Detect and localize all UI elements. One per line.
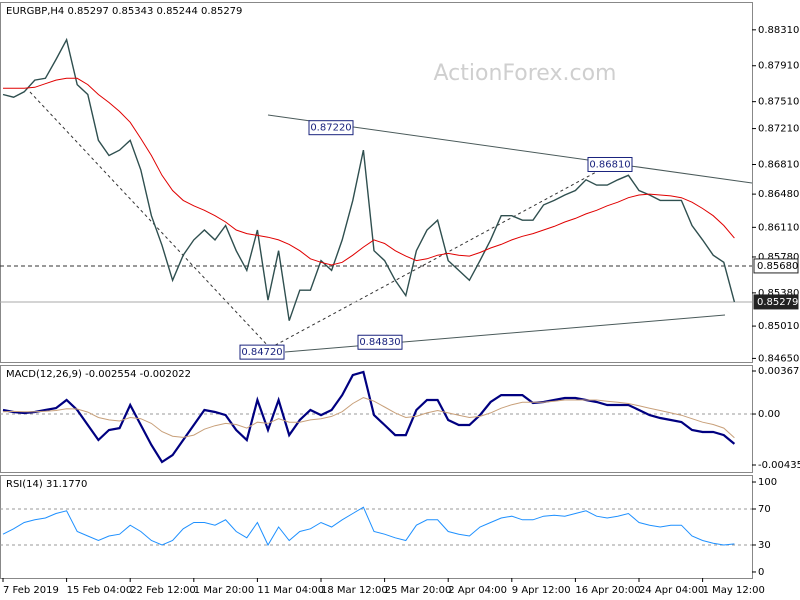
annotation-box — [587, 156, 633, 172]
x-tick-label: 22 Feb 12:00 — [130, 585, 196, 596]
y-tick-label: 0.003678 — [758, 366, 800, 377]
panel-frame — [0, 365, 753, 473]
panel-title: RSI(14) 31.1770 — [6, 479, 87, 490]
annotation-label: 0.87220 — [310, 123, 351, 134]
y-tick-label: 0.87910 — [758, 61, 799, 72]
annotation-box — [357, 334, 403, 350]
y-tick-label: 0.86810 — [758, 159, 799, 170]
annotation-label: 0.86810 — [589, 159, 630, 170]
annotation-label: 0.84830 — [359, 337, 400, 348]
series-line — [3, 77, 735, 266]
price-label-box — [753, 258, 799, 274]
x-tick-label: 25 Mar 20:00 — [385, 585, 452, 596]
x-tick-label: 7 Feb 2019 — [3, 585, 59, 596]
fib-line — [269, 169, 601, 349]
y-tick-label: 0.85780 — [758, 252, 799, 263]
series-line — [2, 37, 736, 321]
y-tick-label: 0.87210 — [758, 124, 799, 135]
y-tick-label: 0.85380 — [758, 288, 799, 299]
x-tick-label: 24 Apr 04:00 — [639, 585, 704, 596]
x-tick-label: 16 Apr 20:00 — [575, 585, 640, 596]
y-tick-label: 70 — [758, 504, 771, 515]
x-tick-label: 9 Apr 12:00 — [512, 585, 571, 596]
annotation-box — [308, 120, 354, 136]
x-tick-label: 1 May 12:00 — [703, 585, 765, 596]
annotation-label: 0.84720 — [241, 347, 282, 358]
y-tick-label: 0.84650 — [758, 353, 799, 364]
x-tick-label: 2 Apr 04:00 — [448, 585, 507, 596]
x-tick-label: 15 Feb 04:00 — [67, 585, 133, 596]
panel-frame — [0, 475, 753, 579]
x-tick-label: 11 Mar 04:00 — [257, 585, 324, 596]
y-tick-label: 0.85010 — [758, 321, 799, 332]
y-tick-label: 0.87510 — [758, 97, 799, 108]
annotation-box — [239, 344, 285, 360]
series-line — [2, 370, 736, 464]
price-label-box — [753, 294, 799, 310]
x-tick-label: 18 Mar 12:00 — [321, 585, 388, 596]
y-tick-label: 30 — [758, 540, 771, 551]
panel-title: MACD(12,26,9) -0.002554 -0.002022 — [6, 369, 191, 380]
price-label: 0.85279 — [757, 297, 798, 308]
price-label: 0.85680 — [757, 261, 798, 272]
series-line — [2, 397, 735, 439]
watermark: ActionForex.com — [434, 61, 617, 86]
y-tick-label: 0.86110 — [758, 222, 799, 233]
y-tick-label: 0 — [758, 567, 764, 578]
y-tick-label: 0.86480 — [758, 189, 799, 200]
series-line — [2, 506, 735, 547]
fib-line — [29, 91, 271, 349]
y-tick-label: 0.00 — [758, 409, 780, 420]
panel-frame — [0, 2, 753, 363]
y-tick-label: 100 — [758, 477, 777, 488]
y-tick-label: -0.004359 — [758, 460, 800, 471]
y-tick-label: 0.88310 — [758, 25, 799, 36]
x-tick-label: 1 Mar 20:00 — [194, 585, 254, 596]
panel-title: EURGBP,H4 0.85297 0.85343 0.85244 0.8527… — [6, 6, 242, 17]
